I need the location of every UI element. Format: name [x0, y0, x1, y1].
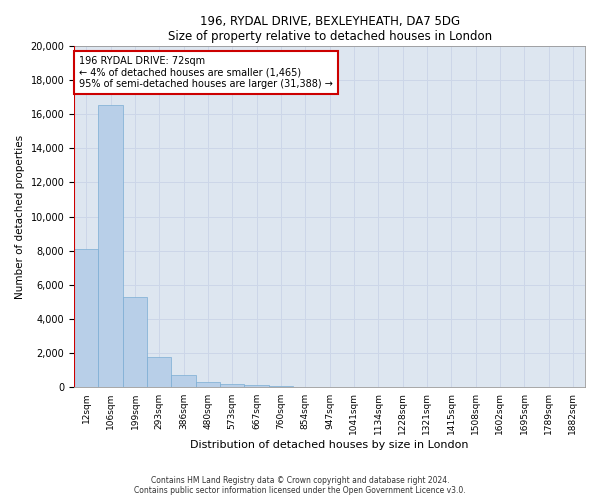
Title: 196, RYDAL DRIVE, BEXLEYHEATH, DA7 5DG
Size of property relative to detached hou: 196, RYDAL DRIVE, BEXLEYHEATH, DA7 5DG S…: [167, 15, 491, 43]
Bar: [98, 106, 123, 388]
Y-axis label: Number of detached properties: Number of detached properties: [15, 134, 25, 298]
Text: 196 RYDAL DRIVE: 72sqm
← 4% of detached houses are smaller (1,465)
95% of semi-d: 196 RYDAL DRIVE: 72sqm ← 4% of detached …: [79, 56, 333, 89]
Bar: [220, 384, 244, 388]
Bar: [147, 356, 172, 388]
Bar: [196, 382, 220, 388]
Bar: [269, 386, 293, 388]
Text: Contains HM Land Registry data © Crown copyright and database right 2024.
Contai: Contains HM Land Registry data © Crown c…: [134, 476, 466, 495]
X-axis label: Distribution of detached houses by size in London: Distribution of detached houses by size …: [190, 440, 469, 450]
Bar: [123, 297, 147, 388]
Bar: [172, 376, 196, 388]
Bar: [74, 249, 98, 388]
Bar: [244, 385, 269, 388]
